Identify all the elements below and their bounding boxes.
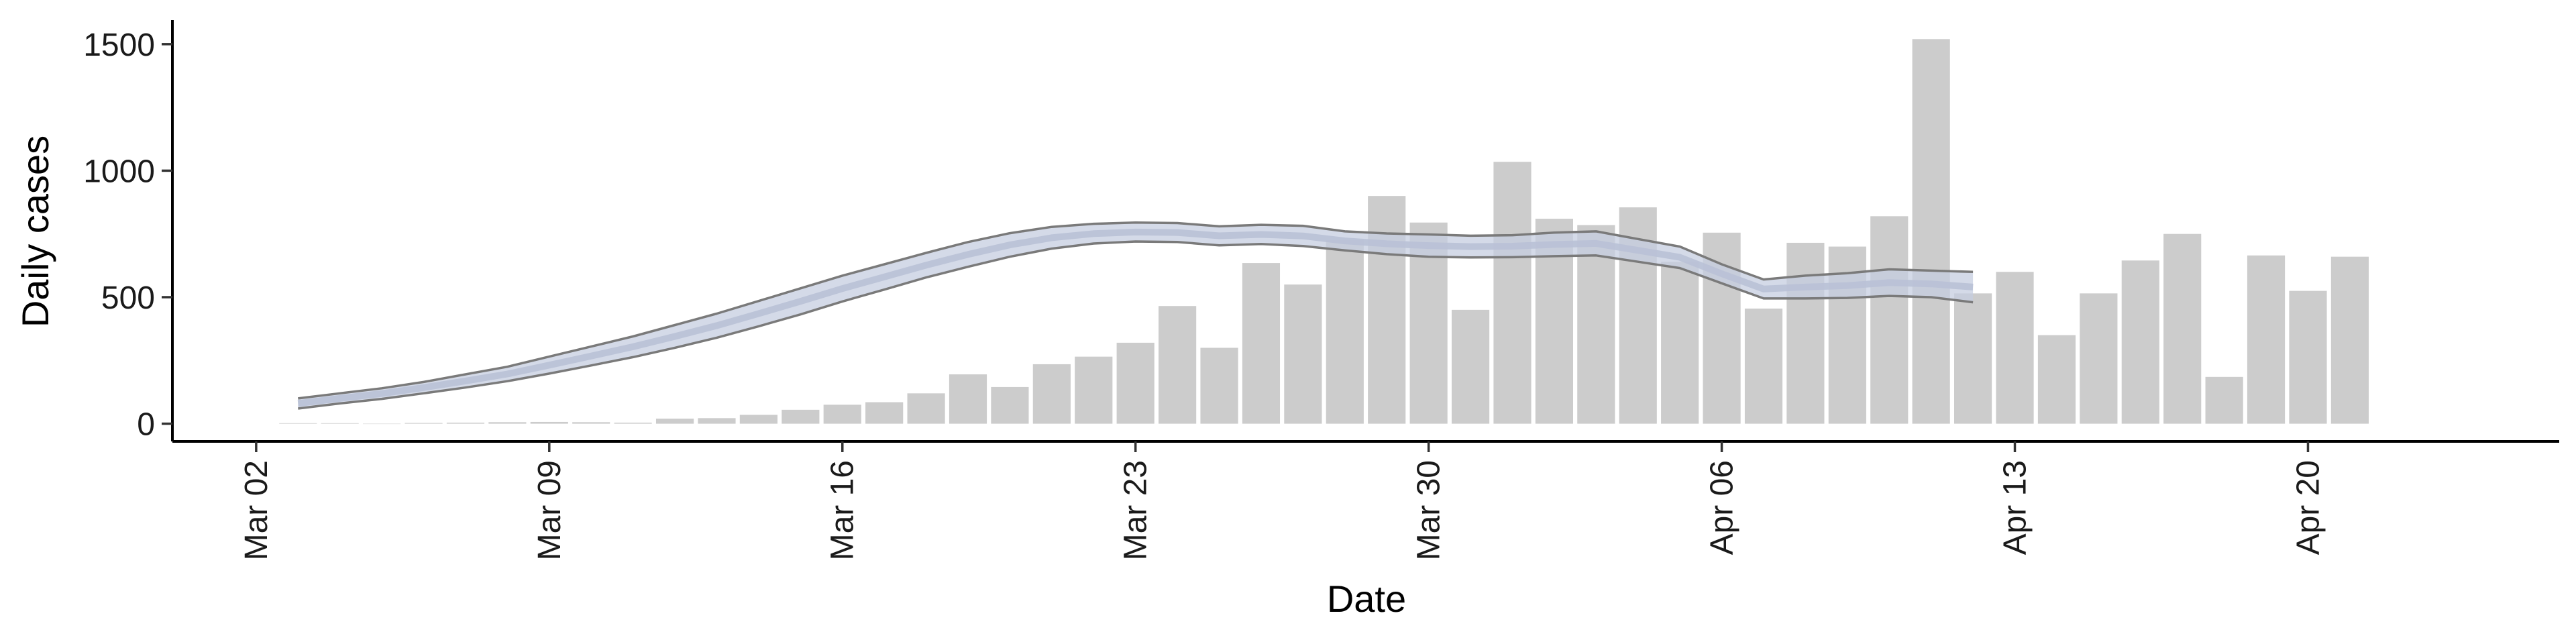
bar <box>2247 255 2286 424</box>
bar <box>949 374 987 424</box>
x-tick-label: Mar 09 <box>532 460 568 560</box>
bar <box>2080 293 2118 424</box>
bar <box>279 423 317 424</box>
bar <box>698 418 736 424</box>
y-tick-label: 0 <box>137 407 155 443</box>
bar <box>446 423 485 424</box>
bar <box>1116 342 1155 424</box>
bar <box>1744 308 1783 424</box>
x-tick-label: Mar 02 <box>239 460 274 560</box>
bar <box>2289 290 2327 424</box>
bar <box>1032 364 1071 424</box>
band-lower-line <box>298 240 1974 410</box>
bar <box>907 393 945 424</box>
bar <box>530 421 568 424</box>
bar <box>865 402 904 424</box>
x-tick-label: Mar 23 <box>1118 460 1154 560</box>
x-tick-label: Apr 13 <box>1998 460 2033 555</box>
axes-layer: 0 500 1000 1500 Mar 02 Mar 09 Mar 16 Mar 23 Mar … <box>83 20 2559 560</box>
bar <box>2205 376 2243 424</box>
bar <box>363 423 401 425</box>
bar <box>1912 39 1950 424</box>
bar <box>823 405 861 424</box>
bar <box>1493 162 1532 424</box>
y-tick-label: 500 <box>101 280 155 316</box>
x-tick-label: Apr 06 <box>1705 460 1740 555</box>
bar <box>1159 306 1197 424</box>
band-upper-line <box>298 221 1974 400</box>
bar <box>2163 233 2202 424</box>
x-axis-title: Date <box>1327 578 1406 620</box>
bar <box>321 423 359 424</box>
bar <box>2037 335 2076 424</box>
bar <box>614 423 652 424</box>
bar <box>572 422 610 424</box>
x-tick-label: Mar 30 <box>1411 460 1447 560</box>
y-tick-label: 1000 <box>83 154 155 189</box>
bar <box>1326 240 1364 424</box>
smooth-band-layer <box>297 221 1974 410</box>
bar <box>2330 256 2369 424</box>
bar <box>1954 293 1992 424</box>
y-axis-title: Daily cases <box>14 136 56 327</box>
y-tick-label: 1500 <box>83 28 155 63</box>
bar <box>1661 262 1699 424</box>
bar <box>739 415 777 424</box>
bar <box>1870 216 1909 424</box>
bar <box>1786 242 1825 424</box>
bar <box>1996 272 2034 424</box>
bar <box>1075 356 1113 424</box>
bar <box>488 422 527 424</box>
bar <box>782 409 820 424</box>
bar <box>1451 309 1490 424</box>
x-tick-label: Mar 16 <box>825 460 861 560</box>
bar <box>1242 263 1281 424</box>
bar <box>991 386 1029 424</box>
band-center-line <box>297 228 1974 407</box>
bar <box>1368 196 1406 424</box>
bar <box>655 419 694 424</box>
bar <box>1200 347 1238 424</box>
bar <box>2121 260 2159 424</box>
x-tick-label: Apr 20 <box>2290 460 2326 555</box>
bar <box>1284 284 1322 424</box>
